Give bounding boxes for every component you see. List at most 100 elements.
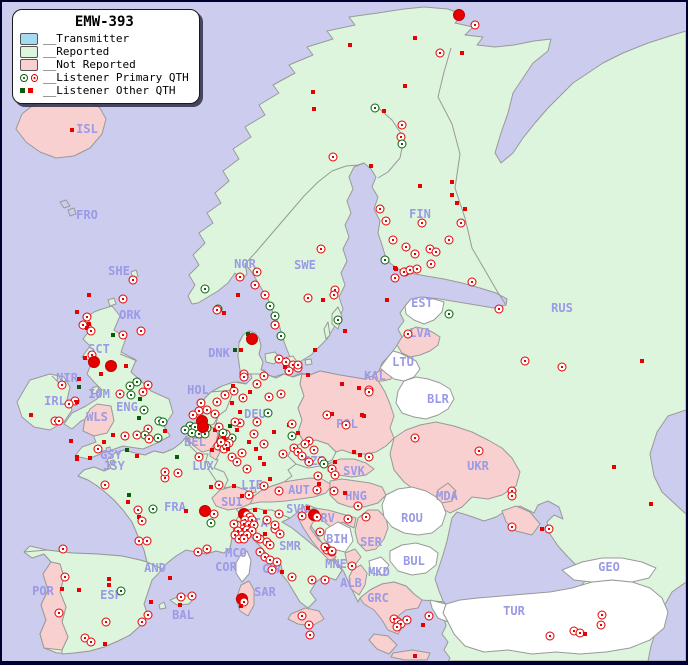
country-label-sui: SUI xyxy=(221,495,243,509)
country-label-wls: WLS xyxy=(86,410,108,424)
listener-primary-qth-marker xyxy=(250,280,260,290)
listener-primary-qth-marker xyxy=(115,389,125,399)
listener-primary-qth-marker xyxy=(343,514,353,524)
listener-other-qth-marker xyxy=(272,430,276,434)
listener-primary-qth-marker xyxy=(214,480,224,490)
country-label-sar: SAR xyxy=(254,585,276,599)
listener-primary-qth-marker xyxy=(193,547,203,557)
listener-other-qth-marker xyxy=(352,450,356,454)
listener-other-qth-marker xyxy=(254,447,258,451)
listener-primary-qth-marker xyxy=(403,329,413,339)
listener-primary-qth-marker-reported xyxy=(333,315,343,325)
listener-primary-qth-marker xyxy=(309,445,319,455)
listener-primary-qth-marker xyxy=(216,437,226,447)
country-label-hng: HNG xyxy=(345,489,367,503)
country-label-lie: LIE xyxy=(241,478,263,492)
listener-other-qth-marker xyxy=(385,298,389,302)
listener-cluster-marker xyxy=(105,360,117,372)
listener-other-qth-marker xyxy=(311,90,315,94)
country-label-ser: SER xyxy=(360,535,382,549)
listener-other-qth-marker xyxy=(450,180,454,184)
listener-primary-qth-marker xyxy=(227,452,237,462)
legend-box: EMW-393 __Transmitter __Reported __Not R… xyxy=(12,9,200,104)
listener-primary-qth-marker xyxy=(431,247,441,257)
listener-primary-qth-marker xyxy=(456,218,466,228)
listener-primary-qth-marker xyxy=(424,611,434,621)
listener-primary-qth-marker xyxy=(402,615,412,625)
listener-other-qth-marker xyxy=(262,462,266,466)
listener-other-qth-marker xyxy=(103,642,107,646)
listener-primary-qth-marker xyxy=(255,547,265,557)
country-label-fra: FRA xyxy=(164,500,186,514)
listener-primary-qth-marker xyxy=(412,264,422,274)
listener-primary-qth-marker-reported xyxy=(263,408,273,418)
country-label-bal: BAL xyxy=(172,608,194,622)
listener-primary-qth-marker xyxy=(329,290,339,300)
listener-primary-qth-marker xyxy=(470,20,480,30)
listener-primary-qth-marker xyxy=(144,434,154,444)
listener-primary-qth-marker xyxy=(137,516,147,526)
listener-other-qth-marker xyxy=(421,623,425,627)
border-fin-rus xyxy=(437,47,507,306)
listener-other-qth-marker-reported xyxy=(138,397,142,401)
listener-primary-qth-marker xyxy=(242,464,252,474)
listener-primary-qth-marker xyxy=(118,330,128,340)
listener-primary-qth-marker-reported xyxy=(397,139,407,149)
listener-primary-qth-marker-reported xyxy=(153,433,163,443)
listener-other-qth-marker xyxy=(460,51,464,55)
listener-primary-qth-marker xyxy=(304,457,314,467)
listener-other-qth-marker xyxy=(540,527,544,531)
listener-primary-qth-marker xyxy=(381,216,391,226)
country-label-lva: LVA xyxy=(409,326,431,340)
country-rou xyxy=(381,486,447,536)
listener-other-qth-marker xyxy=(340,382,344,386)
listener-primary-qth-marker-reported xyxy=(265,301,275,311)
listener-primary-qth-marker-reported xyxy=(132,377,142,387)
listener-primary-qth-marker-reported xyxy=(139,405,149,415)
listener-other-qth-marker xyxy=(231,384,235,388)
listener-primary-qth-marker xyxy=(274,486,284,496)
listener-primary-qth-marker-reported xyxy=(370,103,380,113)
listener-primary-qth-marker xyxy=(259,371,269,381)
listener-other-qth-marker-reported xyxy=(77,385,81,389)
island-iom xyxy=(91,385,100,395)
country-label-ork: ORK xyxy=(119,308,141,322)
listener-other-qth-marker xyxy=(369,164,373,168)
island-bornholm xyxy=(304,358,313,366)
listener-primary-qth-marker xyxy=(210,409,220,419)
listener-primary-qth-marker xyxy=(364,387,374,397)
listener-primary-qth-marker xyxy=(410,433,420,443)
listener-other-qth-marker xyxy=(111,433,115,437)
listener-primary-qth-marker xyxy=(252,417,262,427)
listener-other-qth-marker xyxy=(75,310,79,314)
country-label-deu: DEU xyxy=(244,407,266,421)
country-aut xyxy=(249,477,333,505)
listener-primary-qth-marker xyxy=(287,419,297,429)
listener-primary-qth-marker xyxy=(275,529,285,539)
listener-primary-qth-marker xyxy=(353,501,363,511)
listener-other-qth-marker xyxy=(413,36,417,40)
island-oland xyxy=(323,321,331,340)
country-sui xyxy=(211,485,255,511)
listener-primary-qth-marker xyxy=(507,491,517,501)
listener-primary-qth-marker xyxy=(303,293,313,303)
listener-primary-qth-marker xyxy=(239,372,249,382)
legend-row-other-qth: __Listener Other QTH xyxy=(20,84,189,97)
country-label-and: AND xyxy=(144,561,166,575)
island-orkney xyxy=(107,297,117,307)
listener-primary-qth-marker xyxy=(54,608,64,618)
listener-primary-qth-marker xyxy=(307,575,317,585)
country-label-aut: AUT xyxy=(288,483,310,497)
listener-other-qth-marker xyxy=(455,201,459,205)
country-wls xyxy=(82,403,115,437)
listener-primary-qth-marker xyxy=(252,267,262,277)
listener-primary-qth-marker xyxy=(230,417,240,427)
listener-primary-qth-marker xyxy=(426,259,436,269)
red-circle-icon xyxy=(30,73,38,82)
reported-swatch-icon xyxy=(20,45,38,58)
listener-other-qth-marker xyxy=(330,412,334,416)
listener-other-qth-marker xyxy=(258,456,262,460)
listener-primary-qth-marker-reported xyxy=(206,518,216,528)
listener-primary-qth-marker xyxy=(128,275,138,285)
